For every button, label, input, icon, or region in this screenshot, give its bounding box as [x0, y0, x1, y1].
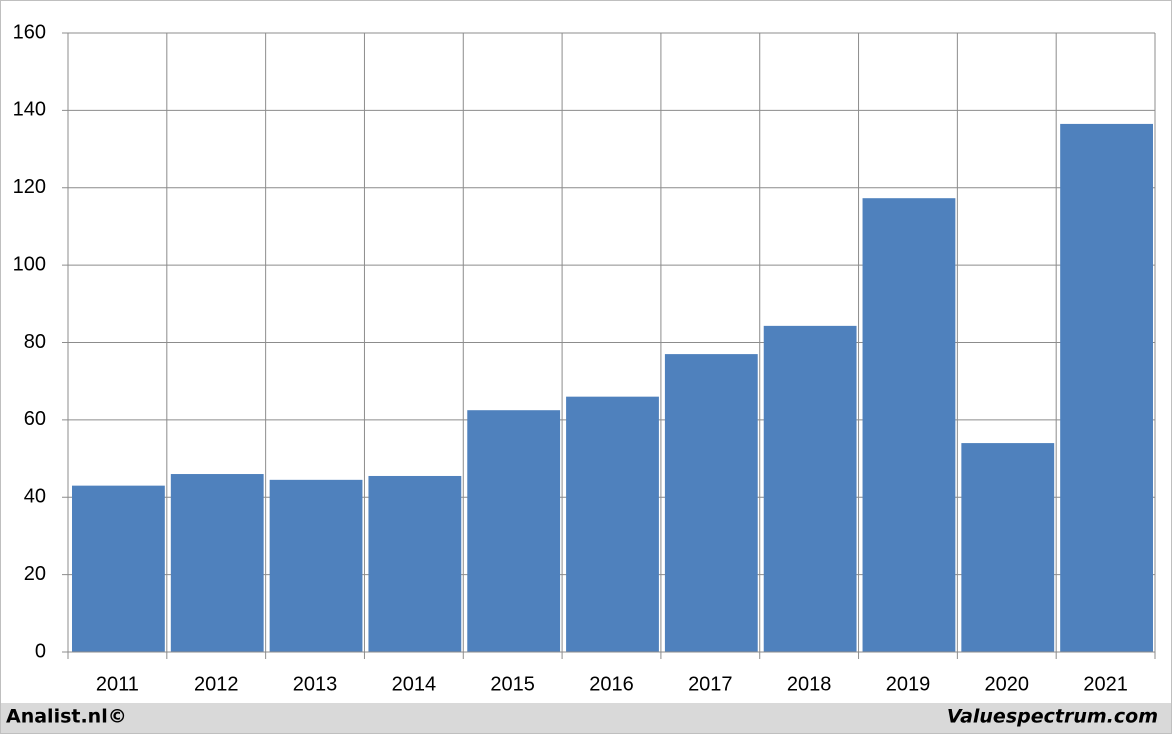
bar	[170, 474, 264, 652]
y-tick-label: 40	[24, 486, 46, 508]
y-tick-label: 100	[13, 253, 46, 275]
bar	[566, 396, 659, 652]
bar	[1060, 123, 1153, 652]
bar	[961, 443, 1055, 652]
x-tick-label: 2014	[392, 673, 437, 695]
x-tick-label: 2015	[490, 673, 535, 695]
y-tick-label: 0	[35, 640, 46, 662]
x-tick-label: 2018	[787, 673, 832, 695]
x-tick-label: 2013	[293, 673, 338, 695]
y-tick-label: 60	[24, 408, 46, 430]
bar	[664, 354, 758, 652]
bar	[269, 479, 363, 652]
x-tick-label: 2012	[194, 673, 239, 695]
footer-right: Valuespectrum.com	[947, 706, 1158, 728]
bar	[763, 325, 857, 652]
bar	[368, 475, 462, 652]
x-tick-label: 2020	[985, 673, 1030, 695]
x-tick-label: 2019	[886, 673, 931, 695]
x-tick-label: 2016	[589, 673, 634, 695]
y-tick-label: 20	[24, 563, 46, 585]
bar	[467, 410, 561, 652]
y-tick-label: 80	[24, 331, 46, 353]
footer-left: Analist.nl©	[6, 706, 127, 728]
x-tick-label: 2017	[688, 673, 733, 695]
footer-band	[1, 703, 1171, 733]
bar	[862, 198, 956, 652]
y-tick-label: 160	[13, 21, 46, 43]
y-tick-label: 120	[13, 176, 46, 198]
x-tick-label: 2021	[1083, 673, 1128, 695]
x-tick-label: 2011	[96, 673, 139, 695]
y-tick-label: 140	[13, 99, 46, 121]
bar	[72, 485, 165, 652]
